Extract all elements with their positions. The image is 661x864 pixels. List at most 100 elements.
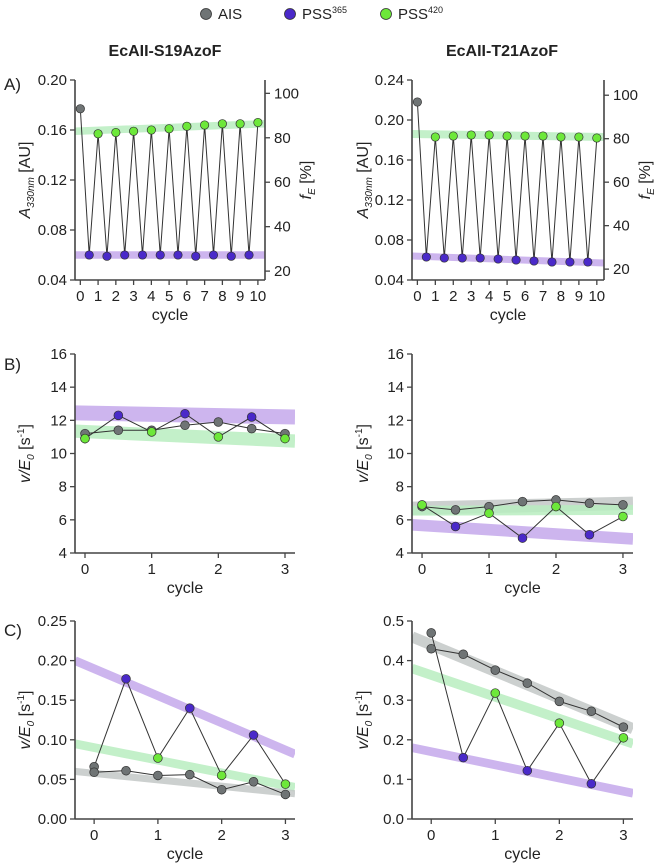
y-tick-label: 4 — [59, 545, 67, 562]
pss365-point — [155, 250, 165, 260]
x-tick-label: 0 — [90, 827, 98, 844]
y-label-main: v/E — [355, 726, 372, 749]
y2-label-unit: [%] — [298, 161, 315, 189]
y-label-main: A — [355, 208, 372, 220]
y2-tick-label: 20 — [274, 263, 291, 280]
column-title-left: EcAII-S19AzoF — [109, 43, 222, 60]
y-axis-label: v/E0 [s-1] — [354, 691, 375, 750]
ais-point — [490, 665, 501, 675]
plot-area — [75, 656, 295, 798]
pss420-point — [111, 127, 121, 138]
trend-band-green — [412, 504, 633, 516]
x-tick-label: 0 — [427, 827, 435, 844]
pss365-point — [191, 251, 201, 261]
pss365-point — [493, 254, 503, 264]
ais-point — [554, 696, 565, 707]
x-tick-label: 2 — [555, 827, 563, 844]
trend-band-purple — [412, 743, 633, 798]
pss365-point — [511, 255, 521, 265]
x-tick-label: 2 — [449, 288, 457, 305]
x-tick-label: 2 — [112, 288, 120, 305]
y2-tick-label: 60 — [613, 174, 630, 191]
x-tick-label: 1 — [94, 288, 102, 305]
y2-label-main: f — [298, 193, 315, 199]
ais-point — [113, 425, 124, 436]
pss365-point — [173, 250, 183, 260]
ais-point — [153, 770, 163, 781]
ais-point — [584, 498, 595, 509]
ais-point — [426, 628, 436, 638]
y-tick-label: 8 — [59, 479, 67, 496]
ais-point — [213, 417, 224, 427]
y-tick-label: 0.05 — [38, 771, 67, 788]
x-tick-label: 6 — [521, 288, 529, 305]
x-tick-label: 3 — [281, 561, 289, 578]
pss420-point — [556, 132, 566, 142]
pss420-point — [592, 133, 602, 143]
x-tick-label: 3 — [619, 561, 627, 578]
pss365-point — [517, 533, 528, 543]
y-tick-label: 0.10 — [38, 732, 67, 749]
pss365-point — [102, 251, 112, 261]
y-label-unit-pre: [s — [355, 437, 372, 454]
trend-band-green — [75, 739, 295, 792]
x-tick-label: 2 — [214, 561, 222, 578]
pss365-point — [421, 252, 431, 262]
legend-marker-pss365 — [284, 8, 296, 20]
pss420-point — [93, 129, 103, 139]
ais-point — [426, 643, 436, 654]
pss365-point — [439, 253, 449, 263]
y-tick-label: 10 — [387, 446, 404, 463]
y-axis-label: A330nm [AU] — [355, 142, 375, 220]
y-label-sub: 0 — [364, 454, 375, 460]
y-label-sub: 0 — [26, 454, 37, 460]
ais-point — [522, 678, 533, 688]
pss365-point — [565, 257, 575, 267]
x-tick-label: 4 — [147, 288, 155, 305]
y-tick-label: 10 — [50, 446, 67, 463]
pss365-point — [226, 251, 236, 261]
y-label-unit-sup: -1 — [354, 695, 365, 704]
x-tick-label: 0 — [76, 288, 84, 305]
y-tick-label: 0.12 — [375, 192, 404, 209]
y-tick-label: 0.24 — [375, 72, 404, 89]
y-axis-label: v/E0 [s-1] — [16, 691, 37, 750]
y-tick-label: 0.3 — [383, 692, 404, 709]
pss365-point — [84, 250, 94, 260]
y-tick-label: 4 — [396, 545, 404, 562]
y2-tick-label: 80 — [613, 131, 630, 148]
y2-label-unit: [%] — [637, 161, 654, 189]
x-axis-label: cycle — [504, 846, 541, 863]
ais-point — [280, 789, 291, 800]
y-tick-label: 8 — [396, 479, 404, 496]
y-tick-label: 0.0 — [383, 811, 404, 828]
pss420-point — [216, 770, 227, 781]
y-tick-label: 14 — [387, 379, 404, 396]
y-tick-label: 16 — [387, 346, 404, 363]
pss420-point — [448, 131, 458, 141]
pss365-point — [248, 730, 259, 740]
pss420-point — [538, 131, 548, 141]
ais-point — [586, 706, 597, 717]
x-tick-label: 6 — [183, 288, 191, 305]
x-tick-label: 9 — [575, 288, 583, 305]
y-tick-label: 0.15 — [38, 692, 67, 709]
y-tick-label: 0.4 — [383, 653, 404, 670]
y2-tick-label: 80 — [274, 130, 291, 147]
plot-area — [412, 631, 633, 798]
ais-point — [89, 767, 99, 778]
y-label-unit-post: ] — [17, 691, 34, 695]
y-tick-label: 0.00 — [38, 811, 67, 828]
chart-a1: 0.04 0.08 0.12 0.16 0.20 0 1 2 3 4 5 6 7 8 9 10 20 40 60 80… — [17, 72, 318, 324]
pss420-point — [213, 432, 224, 442]
pss365-point — [244, 250, 254, 260]
pss420-point — [520, 131, 530, 141]
y-label-main: v/E — [355, 460, 372, 483]
y-label-sub: 0 — [26, 720, 37, 726]
y-label-unit-post: ] — [355, 691, 372, 695]
pss420-point — [182, 121, 192, 131]
pss420-point — [430, 132, 440, 142]
trend-band-green — [412, 664, 633, 749]
